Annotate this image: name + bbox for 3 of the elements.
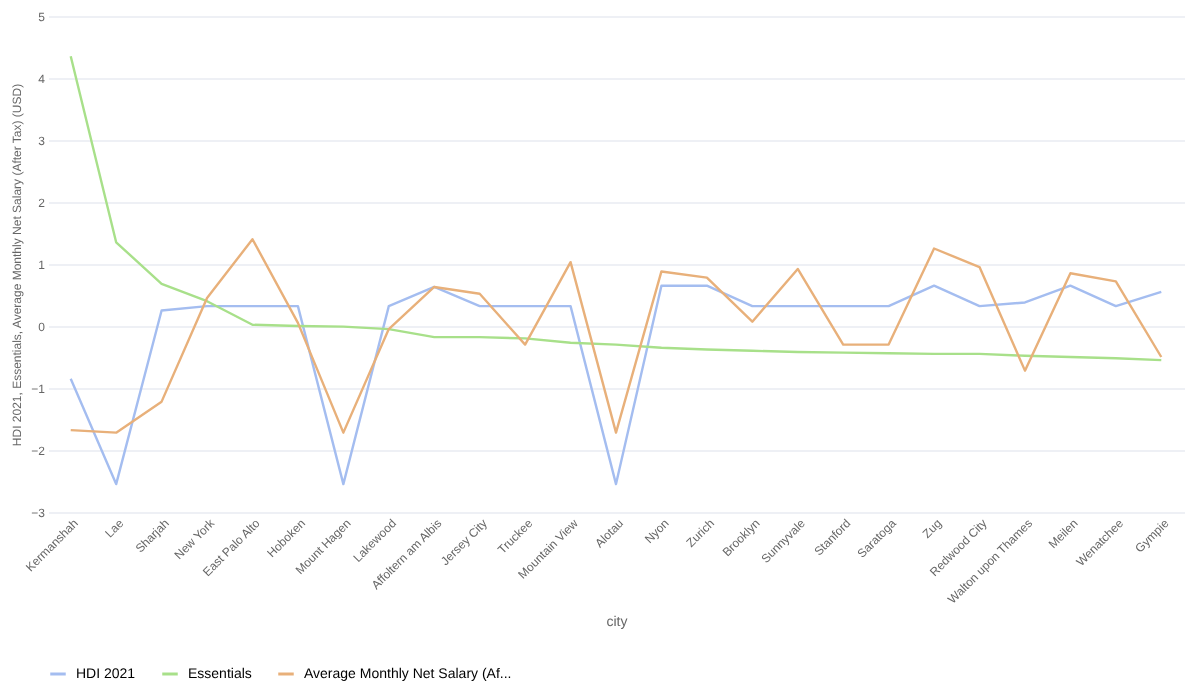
- line-series: [69, 284, 1163, 486]
- line-series: [69, 238, 1163, 434]
- line-series: [69, 55, 1163, 362]
